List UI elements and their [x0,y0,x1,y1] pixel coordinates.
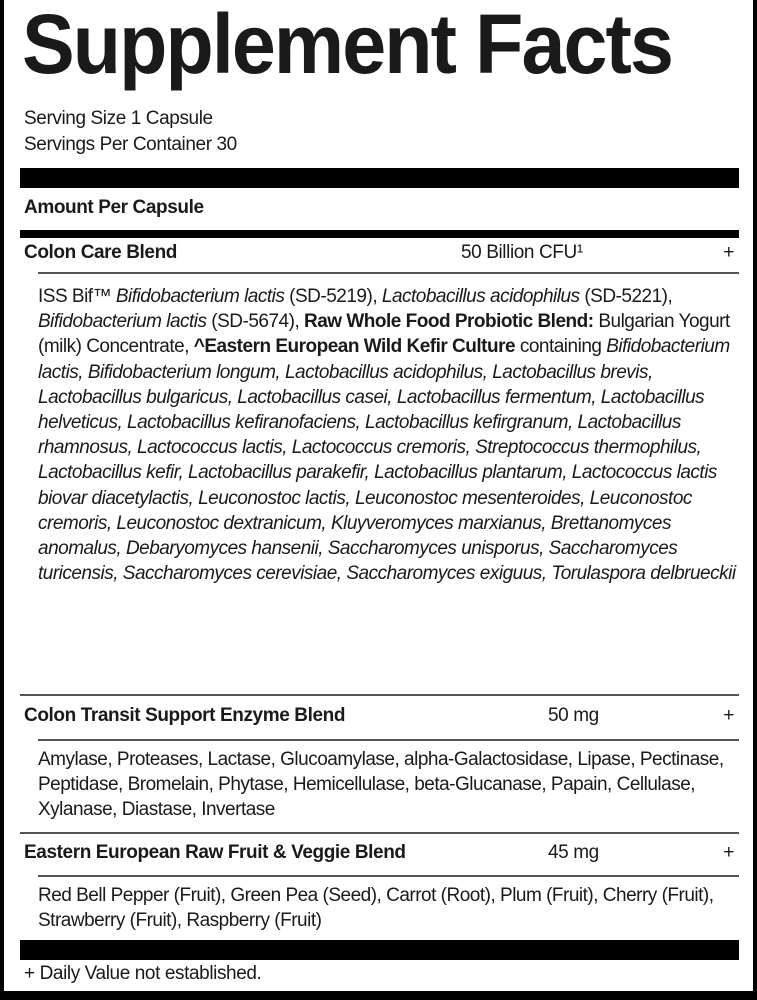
ingredient-text: ISS Bif™ [38,286,116,307]
ingredient-text: Bifidobacterium lactis [38,311,207,333]
blend-amount: 45 mg [548,842,599,863]
blend-row-enzyme: Colon Transit Support Enzyme Blend 50 mg… [24,705,734,727]
servings-per-container: Servings Per Container 30 [24,134,237,155]
thick-divider [20,168,739,188]
daily-value: + [723,705,734,726]
medium-divider [20,230,739,238]
divider [38,739,739,741]
serving-size: Serving Size 1 Capsule [24,108,213,129]
divider [20,832,739,834]
daily-value: + [723,842,734,863]
thick-divider [20,940,739,960]
ingredient-text: Bifidobacterium lactis [115,286,285,307]
daily-value: + [723,242,734,263]
ingredient-text: Raw Whole Food Probiotic Blend: [304,311,594,333]
ingredient-text: Bulgarian Yogurt (milk) Concentrate, [38,311,730,358]
ingredient-text: (SD-5219), [284,286,382,307]
amount-header: Amount Per Capsule [24,197,204,218]
ingredient-text: Bifidobacterium lactis, Bifidobacterium … [38,336,736,585]
divider [20,694,739,696]
panel-title: Supplement Facts [22,0,674,91]
blend-amount: 50 Billion CFU¹ [461,242,583,263]
divider [38,272,739,274]
blend-row-fruit-veggie: Eastern European Raw Fruit & Veggie Blen… [24,842,734,864]
blend-ingredients: Red Bell Pepper (Fruit), Green Pea (Seed… [38,883,738,933]
blend-amount: 50 mg [548,705,599,726]
blend-name: Colon Care Blend [24,242,178,263]
ingredient-text: Amylase, Proteases, Lactase, Glucoamylas… [38,749,724,821]
divider [38,875,739,877]
blend-ingredients: Amylase, Proteases, Lactase, Glucoamylas… [38,747,738,823]
ingredient-text: ^Eastern European Wild Kefir Culture [193,336,516,358]
ingredient-text: containing [515,336,607,358]
blend-row-colon-care: Colon Care Blend 50 Billion CFU¹ + [24,242,734,264]
ingredient-text: (SD-5674), [206,311,305,333]
blend-ingredients: ISS Bif™ Bifidobacterium lactis (SD-5219… [38,284,738,586]
ingredient-text: (SD-5221), [579,286,673,307]
supplement-facts-panel: Supplement Facts Serving Size 1 Capsule … [4,0,753,991]
ingredient-text: Lactobacillus acidophilus [381,286,580,307]
blend-name: Colon Transit Support Enzyme Blend [24,705,346,726]
footnote: + Daily Value not established. [24,963,262,984]
blend-name: Eastern European Raw Fruit & Veggie Blen… [24,842,406,863]
ingredient-text: Red Bell Pepper (Fruit), Green Pea (Seed… [38,885,714,932]
